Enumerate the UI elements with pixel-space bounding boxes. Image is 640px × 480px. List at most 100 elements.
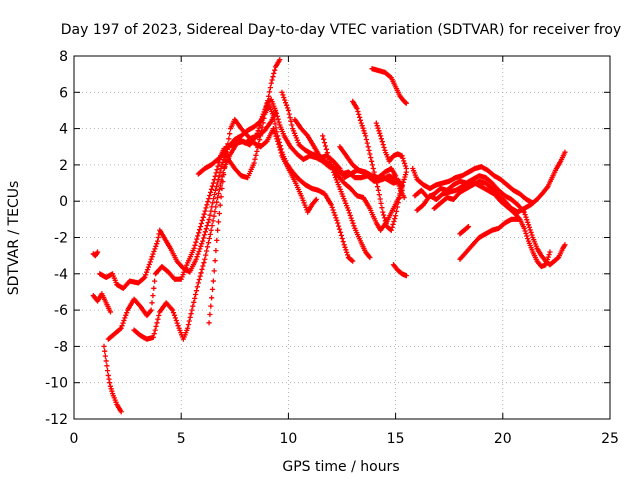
sample-markers: [391, 263, 409, 278]
data-point: [202, 256, 208, 262]
data-point: [210, 180, 216, 186]
series-arc-22: [457, 216, 521, 262]
data-point: [195, 280, 201, 286]
series-arc-18: [412, 173, 568, 268]
data-point: [210, 278, 216, 284]
data-point: [285, 107, 291, 114]
data-point: [155, 238, 161, 244]
x-axis-label: GPS time / hours: [282, 459, 399, 475]
y-tick-label: -8: [54, 339, 68, 355]
sample-markers: [458, 224, 471, 236]
sample-markers: [132, 97, 402, 342]
chart-title: Day 197 of 2023, Sidereal Day-to-day VTE…: [61, 22, 621, 38]
data-point: [189, 307, 195, 313]
gridlines: [74, 56, 610, 419]
series-arc-16: [390, 262, 409, 279]
series-arc-11: [320, 133, 373, 261]
data-point: [219, 185, 225, 192]
data-point: [215, 194, 221, 201]
data-point: [380, 209, 386, 215]
data-point: [105, 372, 111, 379]
data-point: [197, 224, 204, 230]
sample-markers: [207, 118, 318, 318]
data-point: [320, 133, 326, 139]
sample-markers: [351, 100, 409, 233]
data-point: [341, 242, 347, 248]
series-arc-15: [373, 120, 409, 172]
x-tick-label: 10: [279, 431, 297, 447]
data-point: [375, 187, 382, 193]
sample-markers: [458, 216, 520, 261]
data-point: [547, 249, 553, 255]
data-point: [204, 202, 210, 208]
y-tick-label: -6: [54, 303, 68, 319]
y-axis-label: SDTVAR / TECUs: [6, 181, 22, 296]
series-arc-14: [369, 66, 409, 106]
data-point: [148, 256, 154, 262]
data-point: [279, 89, 285, 95]
series-arc-6: [131, 96, 403, 342]
data-point: [275, 138, 281, 144]
x-tick-label: 0: [70, 431, 79, 447]
data-point: [377, 133, 384, 139]
data-point: [393, 213, 399, 219]
y-tick-label: 8: [59, 49, 68, 65]
data-point: [107, 383, 114, 389]
x-tick-label: 15: [387, 431, 405, 447]
series-arc-21: [457, 224, 472, 237]
data-point: [397, 191, 403, 197]
data-markers: [90, 57, 568, 415]
sample-markers: [370, 66, 409, 106]
sample-markers: [102, 348, 123, 413]
series-arc-8: [206, 116, 319, 326]
x-tick-label: 20: [494, 431, 512, 447]
sample-markers: [280, 92, 404, 232]
series-arc-4: [101, 343, 124, 415]
data-point: [206, 216, 212, 222]
data-point: [525, 222, 532, 228]
data-point: [101, 343, 107, 349]
series-arc-20: [431, 149, 568, 215]
y-tick-label: 6: [59, 85, 68, 101]
y-tick-label: -10: [45, 376, 68, 392]
data-point: [223, 151, 229, 157]
data-point: [257, 133, 264, 139]
y-tick-label: -4: [54, 267, 68, 283]
data-point: [212, 187, 219, 193]
series-arc-13: [350, 98, 409, 233]
data-point: [401, 176, 407, 183]
x-tick-label: 5: [177, 431, 186, 447]
sample-markers: [374, 123, 409, 169]
data-point: [362, 133, 369, 139]
axis-ticks: 0 5 10 15 20 25 -12 -10 -8 -6 -4 -2 0 2 4 6 8: [45, 49, 619, 447]
data-point: [335, 220, 341, 226]
data-point: [103, 358, 109, 364]
sample-markers: [91, 250, 100, 258]
y-tick-label: 4: [59, 122, 68, 138]
y-tick-label: 0: [59, 194, 68, 210]
data-point: [367, 151, 373, 157]
series-arc-1: [90, 249, 101, 259]
series-arc-9: [279, 89, 405, 233]
data-point: [268, 80, 274, 86]
sample-markers: [91, 292, 113, 313]
series-arc-17: [410, 164, 536, 206]
sample-markers: [321, 136, 372, 259]
y-tick-label: -12: [45, 412, 68, 428]
y-tick-label: -2: [54, 231, 68, 247]
data-point: [208, 227, 214, 233]
y-tick-label: 2: [59, 158, 68, 174]
x-tick-label: 25: [601, 431, 619, 447]
data-point: [206, 320, 212, 326]
series-arc-7: [195, 102, 356, 264]
data-point: [371, 169, 377, 175]
series-arc-12: [337, 144, 407, 201]
series-arc-2: [90, 291, 114, 315]
data-point: [358, 120, 364, 126]
sample-markers: [432, 151, 567, 215]
data-point: [200, 238, 206, 244]
data-point: [403, 165, 409, 172]
data-point: [373, 120, 379, 126]
sample-markers: [411, 164, 535, 206]
